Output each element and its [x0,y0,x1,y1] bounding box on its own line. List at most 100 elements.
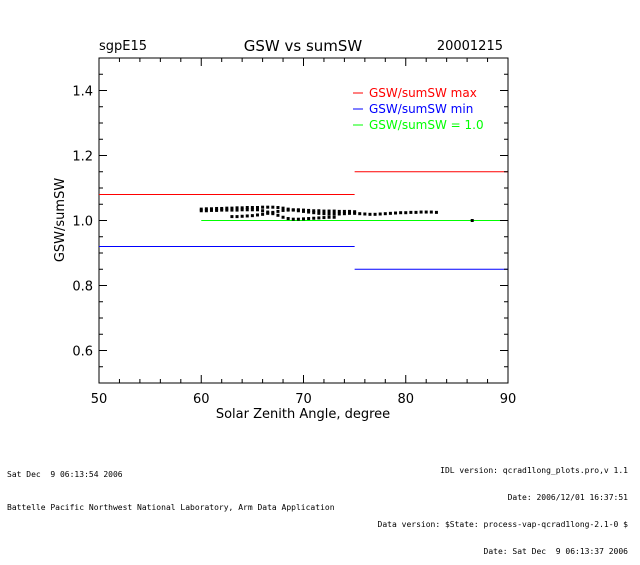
data-point [266,210,270,214]
data-point [312,209,316,213]
footer-data-date: Date: Sat Dec 9 06:13:37 2006 [483,547,629,556]
data-point [245,208,249,212]
data-point [399,211,403,215]
chart: sgpE15 GSW vs sumSW 20001215 50 60 70 80 90 … [53,37,517,422]
site-label: sgpE15 [99,39,147,54]
data-point [312,216,316,220]
data-point [261,212,265,216]
data-point [204,207,208,211]
data-point [353,210,357,214]
data-point [302,208,305,212]
data-point [276,209,280,213]
data-point [255,213,259,217]
data-point [317,209,321,213]
y-tick-label: 0.8 [72,280,93,295]
data-point [302,217,305,221]
data-point [337,212,341,216]
data-point [276,213,280,217]
data-point [204,209,208,213]
data-point [383,212,387,216]
data-point [199,207,203,211]
y-tick-label: 1.4 [72,85,93,100]
data-point [250,214,254,218]
data-point [276,206,280,209]
data-point [348,209,352,213]
data-point [317,216,321,220]
data-point [261,209,265,213]
data-point [245,206,249,209]
data-point [429,210,433,214]
data-point [209,208,213,212]
data-point [307,210,311,214]
data-point [322,209,326,213]
y-tick-label: 1.0 [72,215,93,230]
legend: GSW/sumSW max GSW/sumSW min GSW/sumSW = 1.… [353,86,484,132]
data-point [363,212,367,216]
data-point [255,206,259,209]
x-axis-label: Solar Zenith Angle, degree [216,407,390,422]
data-point [225,206,229,210]
data-point [327,215,331,219]
data-point [225,208,229,212]
scatter-points [199,205,474,222]
footer-timestamp: Sat Dec 9 06:13:54 2006 [7,470,123,479]
y-tick-label: 0.6 [72,345,93,360]
data-point [378,212,382,216]
data-point [394,211,398,215]
data-point [286,217,290,221]
data-point [327,209,331,213]
data-point [281,206,285,210]
x-tick-label: 60 [193,392,210,407]
data-point [353,211,357,215]
data-point [409,210,413,214]
y-tick-label: 1.2 [72,150,93,165]
data-point [245,214,249,218]
data-point [271,205,275,209]
data-point [296,208,300,212]
data-point [271,212,275,216]
data-point [250,206,254,209]
data-point [230,215,234,219]
y-axis-label: GSW/sumSW [53,178,68,262]
x-axis-ticks: 50 60 70 80 90 [91,58,517,407]
data-point [332,212,336,216]
data-point [470,219,474,222]
data-point [296,217,300,221]
data-point [235,215,239,219]
data-point [291,208,295,212]
chart-title: GSW vs sumSW [244,37,363,55]
x-tick-label: 70 [295,392,312,407]
footer-idl-date: Date: 2006/12/01 16:37:51 [507,493,628,502]
footer-right: IDL version: qcrad1long_plots.pro,v 1.1 … [378,448,628,565]
threshold-lines [99,171,508,270]
data-point [286,208,290,212]
data-point [358,212,362,216]
data-point [322,212,326,216]
data-point [215,206,219,210]
data-point [215,208,219,212]
data-point [281,208,285,212]
data-point [434,210,438,214]
data-point [332,209,336,213]
x-tick-label: 90 [500,392,517,407]
date-label: 20001215 [437,39,503,54]
legend-label: GSW/sumSW max [369,86,477,100]
data-point [419,210,423,214]
data-point [240,208,244,212]
x-tick-label: 50 [91,392,108,407]
data-point [220,206,224,210]
data-point [220,208,224,212]
data-point [235,208,239,212]
data-point [332,215,336,219]
data-point [322,216,326,220]
footer-institution: Battelle Pacific Northwest National Labo… [7,503,335,512]
legend-label: GSW/sumSW min [369,102,473,116]
legend-label: GSW/sumSW = 1.0 [369,118,484,132]
data-point [342,212,346,216]
footer-left: Sat Dec 9 06:13:54 2006 Battelle Pacific… [7,452,335,521]
data-point [209,207,213,211]
data-point [404,211,408,215]
data-point [373,212,377,216]
data-point [312,211,316,215]
data-point [424,210,428,214]
